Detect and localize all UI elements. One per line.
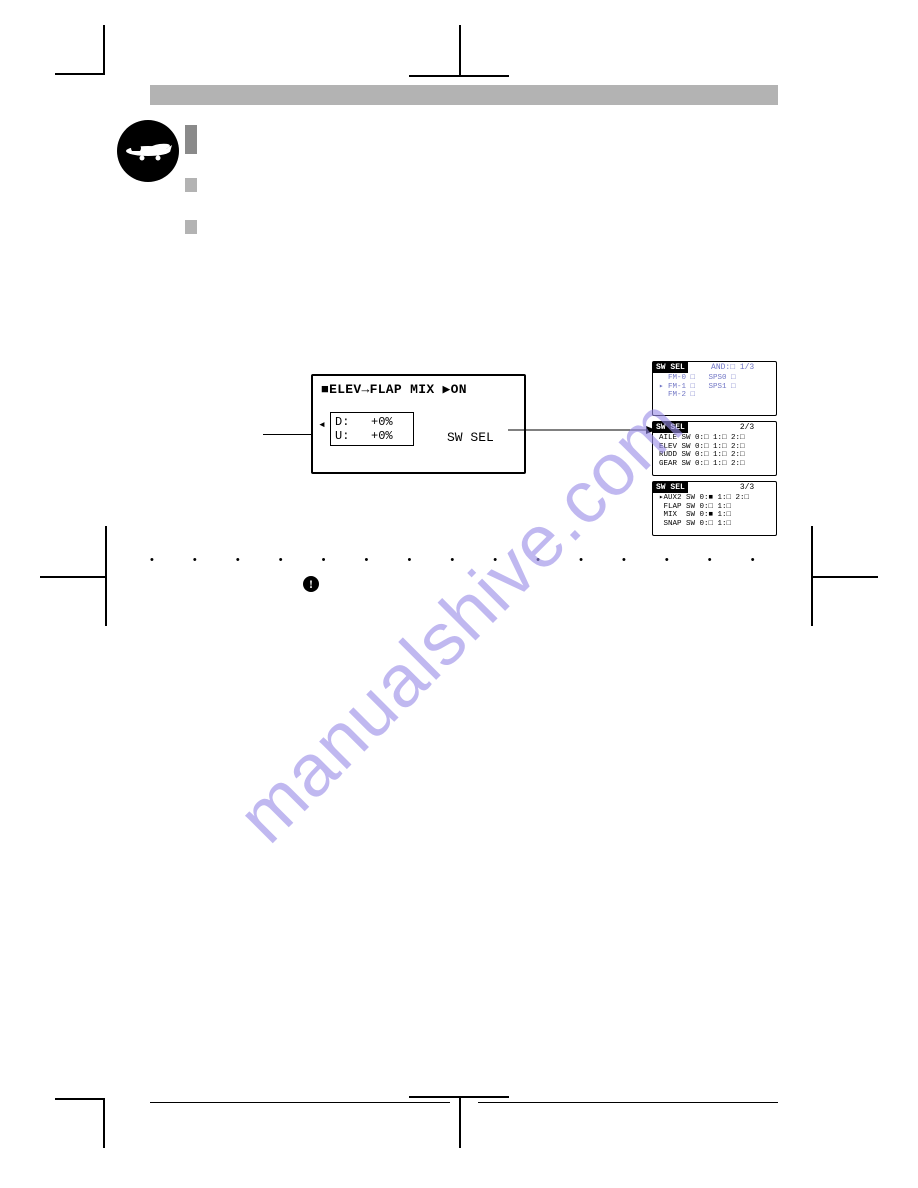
crop-mark-bottom-left — [55, 1098, 105, 1148]
crop-mark-mid-right — [813, 576, 878, 578]
sw-sel-panel-2: SW SEL 2/3 AILE SW 0:□ 1:□ 2:□ ELEV SW 0… — [652, 421, 777, 476]
crop-mark-bottom-center — [409, 1098, 509, 1148]
panel-header-label: SW SEL — [653, 422, 688, 433]
footer-rule-right — [478, 1102, 778, 1103]
crop-mark-mid-left — [40, 576, 105, 578]
lcd-data-values: D: +0% U: +0% — [330, 412, 414, 446]
lcd-cursor-marker: ◂ — [318, 417, 326, 432]
panel-header-label: SW SEL — [653, 362, 688, 373]
sw-sel-panel-1: SW SEL AND:□ 1/3 FM-0 □ SPS0 □ ▸ FM-1 □ … — [652, 361, 777, 416]
airplane-mode-icon — [117, 120, 179, 182]
panel-body: ▸AUX2 SW 0:■ 1:□ 2:□ FLAP SW 0:□ 1:□ MIX… — [653, 493, 776, 529]
callout-line-left — [263, 434, 311, 435]
panel-header-label: SW SEL — [653, 482, 688, 493]
caution-icon: ! — [303, 576, 319, 592]
panel-header-page: 2/3 — [688, 422, 754, 433]
footer-rule-left — [150, 1102, 450, 1103]
lcd-title: ■ELEV→FLAP MIX ▶ON — [321, 382, 467, 397]
crop-mark-top-center — [409, 25, 509, 75]
header-gray-bar — [150, 85, 778, 105]
separator-dots: • • • • • • • • • • • • • • • • • • • • … — [150, 554, 785, 566]
sw-sel-panel-3: SW SEL 3/3 ▸AUX2 SW 0:■ 1:□ 2:□ FLAP SW … — [652, 481, 777, 536]
crop-mark-top-left — [55, 25, 105, 75]
panel-header-page: AND:□ 1/3 — [688, 362, 754, 373]
sidebar-block — [185, 220, 197, 234]
sidebar-block — [185, 125, 197, 154]
panel-header-page: 3/3 — [688, 482, 754, 493]
lcd-main-screen: ■ELEV→FLAP MIX ▶ON ◂ D: +0% U: +0% SW SE… — [311, 374, 526, 474]
panel-body: FM-0 □ SPS0 □ ▸ FM-1 □ SPS1 □ FM-2 □ — [653, 373, 776, 400]
panel-body: AILE SW 0:□ 1:□ 2:□ ELEV SW 0:□ 1:□ 2:□ … — [653, 433, 776, 469]
sidebar-block — [185, 178, 197, 192]
lcd-swsel-label: SW SEL — [447, 430, 494, 445]
callout-arrow-right — [508, 430, 653, 431]
